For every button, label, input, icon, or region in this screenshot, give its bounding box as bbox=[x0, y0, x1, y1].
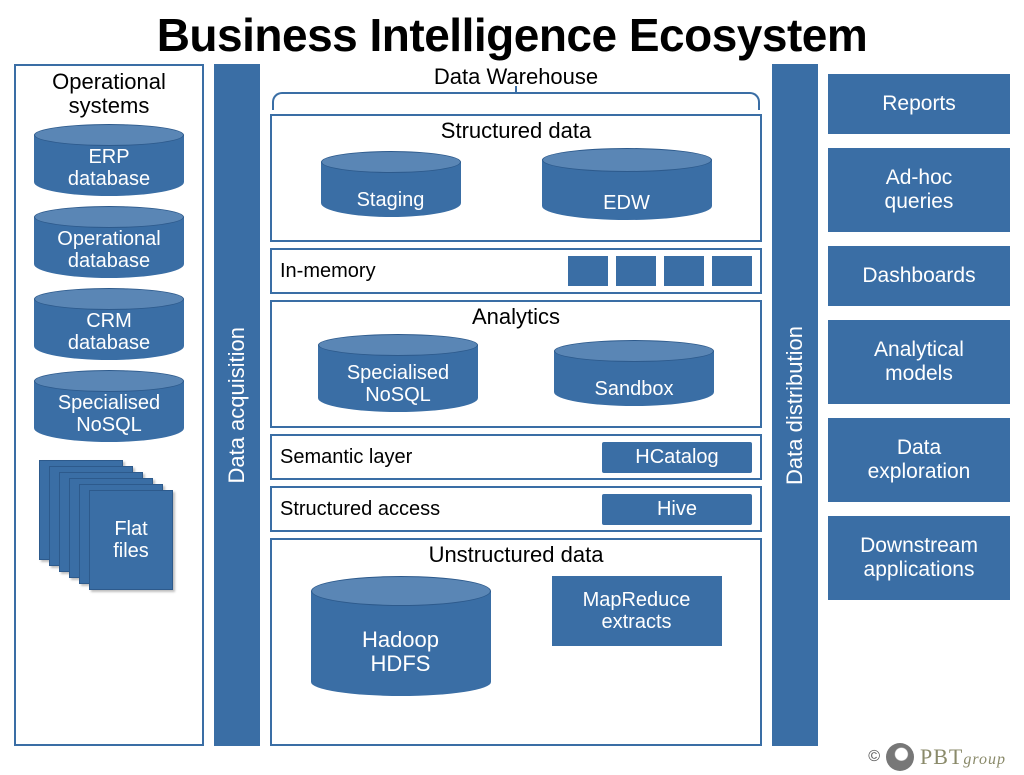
reports-box: Reports bbox=[828, 74, 1010, 134]
semantic-layer-label: Semantic layer bbox=[280, 446, 412, 469]
footer: © PBTgroup bbox=[868, 743, 1006, 771]
staging-label: Staging bbox=[321, 189, 461, 211]
adhoc-queries-box: Ad-hocqueries bbox=[828, 148, 1010, 232]
brand-label: PBTgroup bbox=[920, 744, 1006, 770]
data-acquisition-bar: Data acquisition bbox=[214, 64, 260, 746]
hive-tag: Hive bbox=[602, 494, 752, 525]
structured-data-title: Structured data bbox=[280, 118, 752, 144]
mapreduce-extracts-label: MapReduceextracts bbox=[583, 589, 691, 633]
mapreduce-extracts-box: MapReduceextracts bbox=[552, 576, 722, 646]
analytics-nosql-cylinder: SpecialisedNoSQL bbox=[318, 334, 478, 412]
pbt-logo-icon bbox=[886, 743, 914, 771]
crm-database-label: CRMdatabase bbox=[34, 310, 184, 354]
hadoop-hdfs-cylinder: HadoopHDFS bbox=[311, 576, 491, 696]
hcatalog-tag: HCatalog bbox=[602, 442, 752, 473]
erp-database-label: ERPdatabase bbox=[34, 146, 184, 190]
hadoop-hdfs-label: HadoopHDFS bbox=[311, 628, 491, 676]
bracket-icon bbox=[272, 92, 760, 110]
operational-systems-panel: Operationalsystems ERPdatabase Operation… bbox=[14, 64, 204, 746]
specialised-nosql-label: SpecialisedNoSQL bbox=[34, 392, 184, 436]
operational-database-cylinder: Operationaldatabase bbox=[34, 206, 184, 278]
analytics-nosql-label: SpecialisedNoSQL bbox=[318, 362, 478, 406]
in-memory-label: In-memory bbox=[280, 260, 376, 283]
specialised-nosql-cylinder: SpecialisedNoSQL bbox=[34, 370, 184, 442]
in-memory-panel: In-memory bbox=[270, 248, 762, 294]
data-exploration-box: Dataexploration bbox=[828, 418, 1010, 502]
memory-block-icon bbox=[616, 256, 656, 286]
structured-access-label: Structured access bbox=[280, 498, 440, 521]
structured-access-panel: Structured access Hive bbox=[270, 486, 762, 532]
sandbox-cylinder: Sandbox bbox=[554, 340, 714, 406]
crm-database-cylinder: CRMdatabase bbox=[34, 288, 184, 360]
analytical-models-box: Analyticalmodels bbox=[828, 320, 1010, 404]
operational-database-label: Operationaldatabase bbox=[34, 228, 184, 272]
data-distribution-label: Data distribution bbox=[782, 326, 808, 485]
edw-label: EDW bbox=[542, 192, 712, 214]
semantic-layer-panel: Semantic layer HCatalog bbox=[270, 434, 762, 480]
data-distribution-bar: Data distribution bbox=[772, 64, 818, 746]
analytics-panel: Analytics SpecialisedNoSQL Sandbox bbox=[270, 300, 762, 428]
staging-cylinder: Staging bbox=[321, 151, 461, 217]
page-title: Business Intelligence Ecosystem bbox=[0, 0, 1024, 64]
data-warehouse-column: Data Warehouse Structured data Staging E… bbox=[270, 64, 762, 746]
unstructured-data-title: Unstructured data bbox=[280, 542, 752, 568]
memory-block-icon bbox=[568, 256, 608, 286]
main-layout: Operationalsystems ERPdatabase Operation… bbox=[0, 64, 1024, 754]
downstream-applications-box: Downstreamapplications bbox=[828, 516, 1010, 600]
sandbox-label: Sandbox bbox=[554, 378, 714, 400]
dashboards-box: Dashboards bbox=[828, 246, 1010, 306]
memory-block-icon bbox=[712, 256, 752, 286]
copyright-symbol: © bbox=[868, 748, 880, 766]
erp-database-cylinder: ERPdatabase bbox=[34, 124, 184, 196]
unstructured-data-panel: Unstructured data HadoopHDFS MapReduceex… bbox=[270, 538, 762, 746]
data-acquisition-label: Data acquisition bbox=[224, 327, 250, 484]
structured-data-panel: Structured data Staging EDW bbox=[270, 114, 762, 242]
memory-block-icon bbox=[664, 256, 704, 286]
in-memory-blocks bbox=[568, 256, 752, 286]
outputs-column: Reports Ad-hocqueries Dashboards Analyti… bbox=[828, 64, 1010, 746]
flat-files-label: Flatfiles bbox=[113, 518, 149, 562]
flat-files-stack: Flatfiles bbox=[39, 460, 179, 590]
operational-heading: Operationalsystems bbox=[52, 70, 166, 118]
analytics-title: Analytics bbox=[280, 304, 752, 330]
edw-cylinder: EDW bbox=[542, 148, 712, 220]
